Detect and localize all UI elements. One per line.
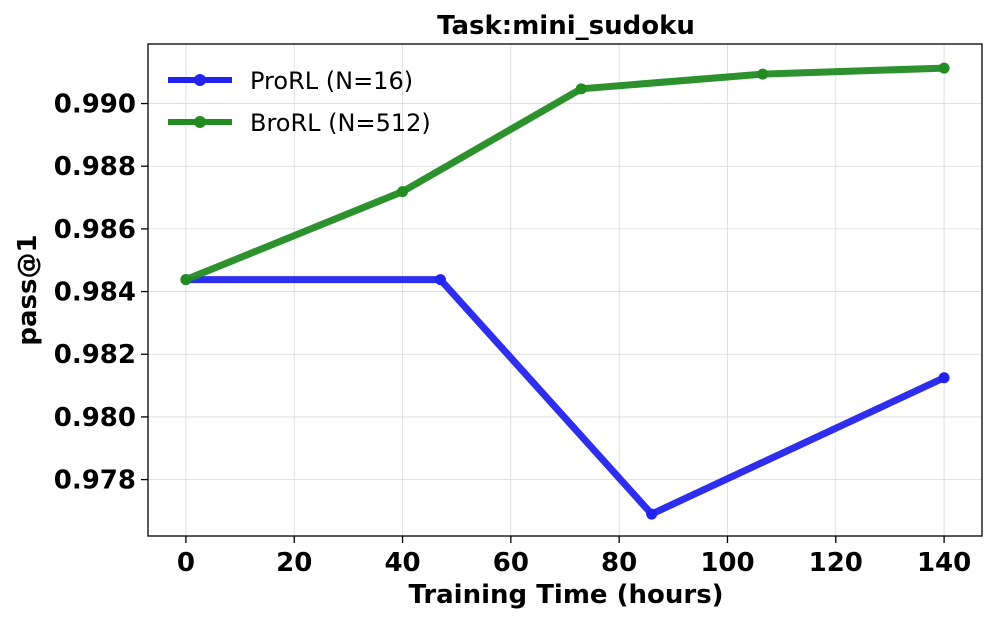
y-tick-label: 0.988 (54, 152, 136, 182)
y-tick-label: 0.984 (54, 278, 136, 308)
y-tick-label: 0.980 (54, 403, 136, 433)
plot-frame (147, 43, 983, 537)
legend-marker-brorl (194, 116, 206, 128)
data-point-series-1 (180, 274, 192, 286)
x-tick-label: 120 (809, 548, 863, 578)
y-tick-label: 0.986 (54, 215, 136, 245)
x-tick-label: 100 (700, 548, 754, 578)
x-tick-label: 20 (276, 548, 312, 578)
x-tick-label: 80 (601, 548, 637, 578)
data-point-series-0 (646, 508, 658, 520)
data-point-series-1 (757, 68, 769, 80)
x-tick-label: 140 (917, 548, 971, 578)
data-point-series-1 (938, 62, 950, 74)
grid (148, 44, 982, 536)
x-axis-ticks: 0 20 40 60 80 100 120 140 (177, 536, 971, 578)
x-tick-label: 0 (177, 548, 195, 578)
data-point-series-1 (397, 186, 409, 198)
y-tick-label: 0.982 (54, 340, 136, 370)
data-point-series-0 (434, 274, 446, 286)
y-axis-label: pass@1 (13, 234, 43, 345)
series-layer (180, 62, 950, 520)
chart-title: Task:mini_sudoku (437, 11, 695, 41)
x-tick-label: 40 (384, 548, 420, 578)
x-axis-label: Training Time (hours) (408, 580, 723, 610)
y-tick-label: 0.990 (54, 90, 136, 120)
legend-label-brorl: BroRL (N=512) (250, 109, 431, 137)
x-tick-label: 60 (493, 548, 529, 578)
legend-label-prorl: ProRL (N=16) (250, 67, 413, 95)
data-point-series-0 (938, 372, 950, 384)
series-line-1 (182, 64, 948, 284)
y-tick-label: 0.978 (54, 466, 136, 496)
data-point-series-1 (575, 83, 587, 95)
legend: ProRL (N=16) BroRL (N=512) (168, 67, 431, 137)
series-line-0 (182, 276, 948, 518)
legend-marker-prorl (194, 74, 206, 86)
y-axis-ticks: 0.978 0.980 0.982 0.984 0.986 0.988 0.990 (54, 90, 148, 496)
